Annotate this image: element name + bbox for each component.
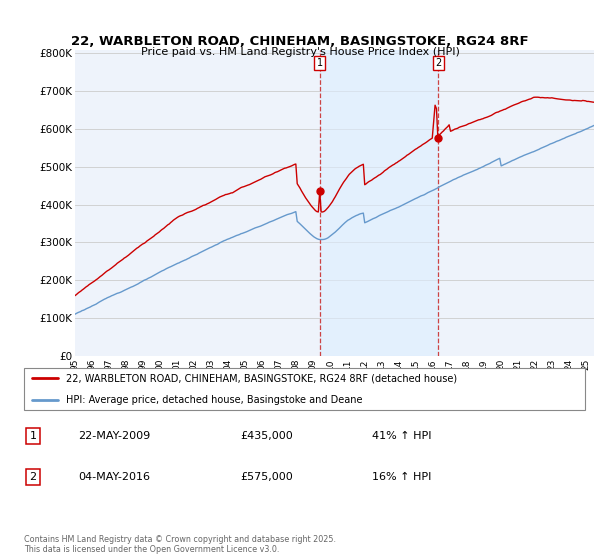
Text: 04-MAY-2016: 04-MAY-2016 (78, 472, 150, 482)
Text: Price paid vs. HM Land Registry's House Price Index (HPI): Price paid vs. HM Land Registry's House … (140, 47, 460, 57)
Text: 22-MAY-2009: 22-MAY-2009 (78, 431, 150, 441)
Text: 2: 2 (435, 58, 441, 68)
Text: Contains HM Land Registry data © Crown copyright and database right 2025.
This d: Contains HM Land Registry data © Crown c… (24, 535, 336, 554)
FancyBboxPatch shape (24, 368, 585, 410)
Bar (320, 50, 438, 356)
Text: £435,000: £435,000 (240, 431, 293, 441)
Text: 1: 1 (317, 58, 323, 68)
Text: 16% ↑ HPI: 16% ↑ HPI (372, 472, 431, 482)
Text: £575,000: £575,000 (240, 472, 293, 482)
Text: HPI: Average price, detached house, Basingstoke and Deane: HPI: Average price, detached house, Basi… (66, 395, 362, 405)
Text: 22, WARBLETON ROAD, CHINEHAM, BASINGSTOKE, RG24 8RF (detached house): 22, WARBLETON ROAD, CHINEHAM, BASINGSTOK… (66, 374, 457, 383)
Text: 2: 2 (29, 472, 37, 482)
Text: 22, WARBLETON ROAD, CHINEHAM, BASINGSTOKE, RG24 8RF: 22, WARBLETON ROAD, CHINEHAM, BASINGSTOK… (71, 35, 529, 48)
Text: 1: 1 (29, 431, 37, 441)
Text: 41% ↑ HPI: 41% ↑ HPI (372, 431, 431, 441)
